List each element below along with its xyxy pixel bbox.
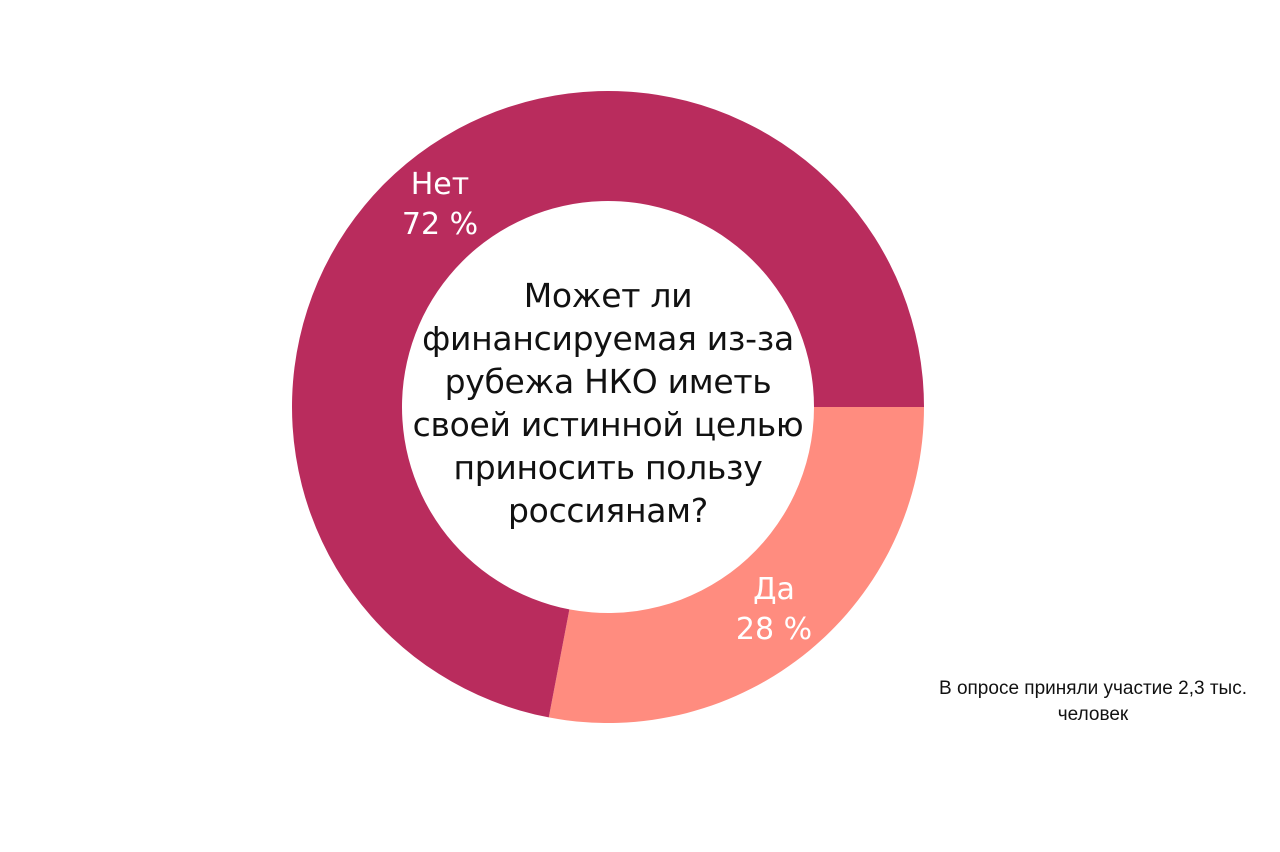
slice-label-no-value: 72 %: [401, 207, 479, 242]
chart-center-question: Может ли финансируемая из-за рубежа НКО …: [412, 276, 804, 530]
slice-label-yes-value: 28 %: [735, 612, 813, 647]
slice-label-no: Нет 72 %: [380, 165, 500, 245]
slice-label-yes: Да 28 %: [714, 570, 834, 650]
slice-no: [291, 90, 924, 718]
slice-label-yes-name: Да: [753, 572, 795, 607]
slice-yes: [548, 407, 924, 723]
slice-label-no-name: Нет: [410, 167, 470, 202]
survey-note: В опросе приняли участие 2,3 тыс. челове…: [939, 678, 1247, 725]
